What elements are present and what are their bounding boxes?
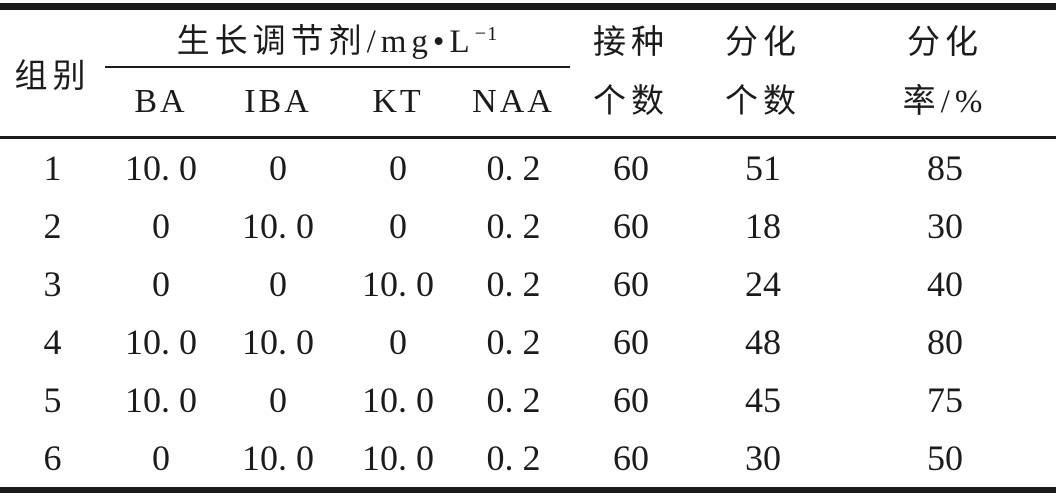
cell-rate: 40 [927, 264, 963, 304]
cell-ba: 0 [152, 264, 170, 304]
cell-naa: 0. 2 [486, 264, 541, 304]
cell-iba: 0 [269, 148, 287, 188]
table-header: 组别 生长调节剂/mg•L−1 接种 个数 分化 个数 分化 率/% BA IB… [0, 6, 1056, 139]
cell-kt: 10. 0 [362, 264, 434, 304]
rate-label-line1: 分化 [907, 24, 983, 61]
cell-kt: 10. 0 [362, 380, 434, 420]
cell-differentiated: 30 [745, 438, 781, 478]
cell-iba: 10. 0 [242, 438, 314, 478]
col-header-differentiation-rate: 分化 率/% [834, 6, 1056, 139]
table-row: 2 0 10. 0 0 0. 2 60 18 30 [0, 197, 1056, 255]
cell-iba: 0 [269, 380, 287, 420]
col-header-iba: IBA [217, 67, 339, 139]
differentiated-label-line2: 个数 [725, 84, 801, 120]
header-row-sub: BA IBA KT NAA [0, 67, 1056, 139]
inoculated-label-line1: 接种 [593, 24, 669, 61]
cell-kt: 0 [389, 322, 407, 362]
cell-inoculated: 60 [613, 380, 649, 420]
cell-group: 3 [43, 264, 62, 304]
cell-kt: 10. 0 [362, 438, 434, 478]
cell-iba: 10. 0 [242, 322, 314, 362]
cell-inoculated: 60 [613, 206, 649, 246]
col-header-group: 组别 [0, 6, 105, 139]
cell-inoculated: 60 [613, 148, 649, 188]
cell-group: 4 [43, 322, 62, 362]
cell-ba: 10. 0 [125, 322, 197, 362]
inoculated-label-line2: 个数 [593, 84, 669, 120]
col-header-inoculated-count: 接种 个数 [570, 6, 692, 139]
cell-kt: 0 [389, 206, 407, 246]
table-body: 1 10. 0 0 0 0. 2 60 51 85 2 0 10. 0 0 0.… [0, 138, 1056, 491]
cell-inoculated: 60 [613, 264, 649, 304]
header-row-top: 组别 生长调节剂/mg•L−1 接种 个数 分化 个数 分化 率/% [0, 6, 1056, 139]
cell-group: 2 [43, 206, 62, 246]
table-row: 5 10. 0 0 10. 0 0. 2 60 45 75 [0, 371, 1056, 429]
cell-rate: 75 [927, 380, 963, 420]
cell-inoculated: 60 [613, 322, 649, 362]
cell-naa: 0. 2 [486, 148, 541, 188]
cell-ba: 10. 0 [125, 148, 197, 188]
cell-iba: 0 [269, 264, 287, 304]
regulator-exponent: −1 [474, 23, 499, 45]
cell-differentiated: 48 [745, 322, 781, 362]
cell-group: 5 [43, 380, 62, 420]
cell-naa: 0. 2 [486, 322, 541, 362]
col-header-kt: KT [339, 67, 457, 139]
cell-inoculated: 60 [613, 438, 649, 478]
rate-label-line2: 率/% [902, 84, 988, 120]
cell-ba: 0 [152, 438, 170, 478]
cell-naa: 0. 2 [486, 206, 541, 246]
cell-differentiated: 18 [745, 206, 781, 246]
table-row: 1 10. 0 0 0 0. 2 60 51 85 [0, 138, 1056, 198]
cell-naa: 0. 2 [486, 438, 541, 478]
growth-regulator-label: 生长调节剂/mg•L [176, 24, 475, 60]
table-row: 4 10. 0 10. 0 0 0. 2 60 48 80 [0, 313, 1056, 371]
cell-iba: 10. 0 [242, 206, 314, 246]
cell-kt: 0 [389, 148, 407, 188]
cell-ba: 0 [152, 206, 170, 246]
cell-rate: 30 [927, 206, 963, 246]
cell-naa: 0. 2 [486, 380, 541, 420]
cell-group: 1 [43, 148, 62, 188]
col-header-growth-regulator: 生长调节剂/mg•L−1 [105, 6, 570, 68]
col-header-ba: BA [105, 67, 217, 139]
cell-differentiated: 24 [745, 264, 781, 304]
differentiation-experiment-table: 组别 生长调节剂/mg•L−1 接种 个数 分化 个数 分化 率/% BA IB… [0, 3, 1056, 493]
cell-rate: 85 [927, 148, 963, 188]
cell-rate: 80 [927, 322, 963, 362]
cell-rate: 50 [927, 438, 963, 478]
cell-ba: 10. 0 [125, 380, 197, 420]
table-row: 6 0 10. 0 10. 0 0. 2 60 30 50 [0, 429, 1056, 490]
col-header-differentiated-count: 分化 个数 [692, 6, 834, 139]
col-header-naa: NAA [457, 67, 570, 139]
cell-differentiated: 51 [745, 148, 781, 188]
table-row: 3 0 0 10. 0 0. 2 60 24 40 [0, 255, 1056, 313]
cell-differentiated: 45 [745, 380, 781, 420]
differentiated-label-line1: 分化 [725, 24, 801, 61]
cell-group: 6 [43, 438, 62, 478]
